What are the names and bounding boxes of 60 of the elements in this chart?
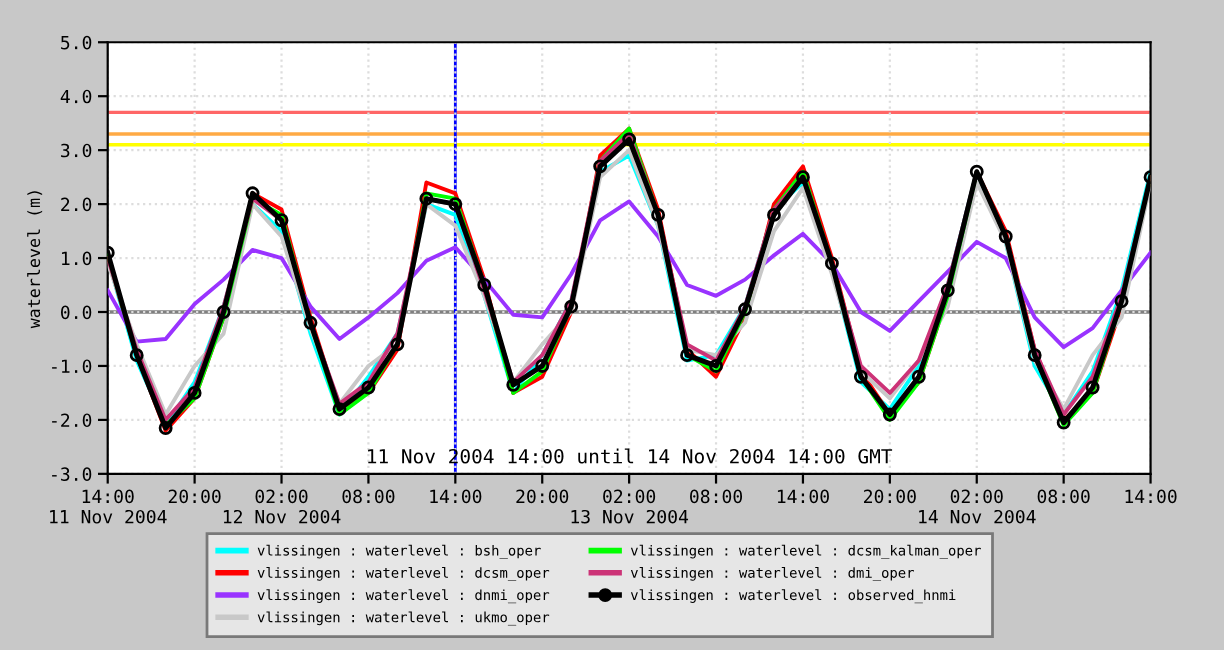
point	[767, 207, 781, 222]
point	[998, 229, 1013, 244]
x-tick-label: 14:00	[777, 489, 829, 504]
point	[216, 305, 231, 319]
point	[969, 164, 984, 179]
point	[1114, 294, 1129, 309]
x-tick-label: 08:00	[690, 489, 743, 504]
point	[361, 380, 376, 395]
x-tick-label: 14:00	[430, 489, 482, 504]
point	[738, 302, 752, 317]
point	[390, 337, 405, 352]
x-tick-label: 20:00	[168, 489, 221, 504]
point	[1056, 415, 1071, 430]
point	[709, 359, 723, 373]
point	[158, 421, 173, 435]
x-tick-label: 08:00	[1037, 489, 1090, 504]
point	[882, 407, 897, 422]
annotation: 11 Nov 2004 14:00 until 14 Nov 2004 14:00 GMT	[368, 448, 893, 464]
line-series	[107, 199, 1151, 350]
point	[564, 299, 579, 314]
point	[940, 283, 955, 298]
point	[1027, 348, 1042, 363]
x-tick-label: 02:00 14 Nov 2004	[919, 489, 1036, 524]
point	[303, 315, 318, 330]
point	[593, 159, 608, 174]
point	[477, 278, 492, 292]
y-tick-label: 3.0	[61, 143, 92, 158]
point	[274, 213, 289, 228]
point	[853, 369, 868, 384]
y-tick-label: 1.0	[61, 251, 92, 266]
y-tick-label: -3.0	[52, 467, 92, 482]
point	[187, 385, 202, 400]
point	[332, 402, 347, 417]
x-tick-label: 14:00	[1125, 489, 1177, 504]
point	[535, 359, 550, 373]
y-axis-title: waterlevel (m)	[27, 191, 43, 329]
point	[911, 369, 926, 384]
y-tick-label: -1.0	[52, 359, 92, 374]
y-tick-label: 2.0	[61, 197, 92, 212]
point	[245, 186, 260, 201]
x-tick-label: 02:00 12 Nov 2004	[223, 489, 341, 524]
x-tick-label: 20:00	[516, 489, 569, 504]
y-tick-label: 4.0	[60, 89, 92, 104]
y-tick-label: 5.0	[61, 35, 92, 50]
point	[680, 348, 695, 363]
point	[129, 348, 144, 363]
point	[824, 256, 839, 271]
y-tick-label: -2.0	[52, 413, 92, 428]
point	[448, 197, 463, 212]
x-tick-label: 08:00	[342, 489, 395, 504]
point	[419, 191, 434, 206]
x-tick-label: 14:00 11 Nov 2004	[50, 489, 167, 524]
point	[796, 170, 810, 185]
point	[1085, 380, 1100, 395]
point	[506, 377, 521, 392]
point	[622, 132, 637, 147]
point	[651, 207, 666, 222]
y-tick-label: 0.0	[61, 305, 92, 320]
x-tick-label: 02:00 13 Nov 2004	[571, 489, 689, 524]
x-tick-label: 20:00	[864, 489, 916, 504]
